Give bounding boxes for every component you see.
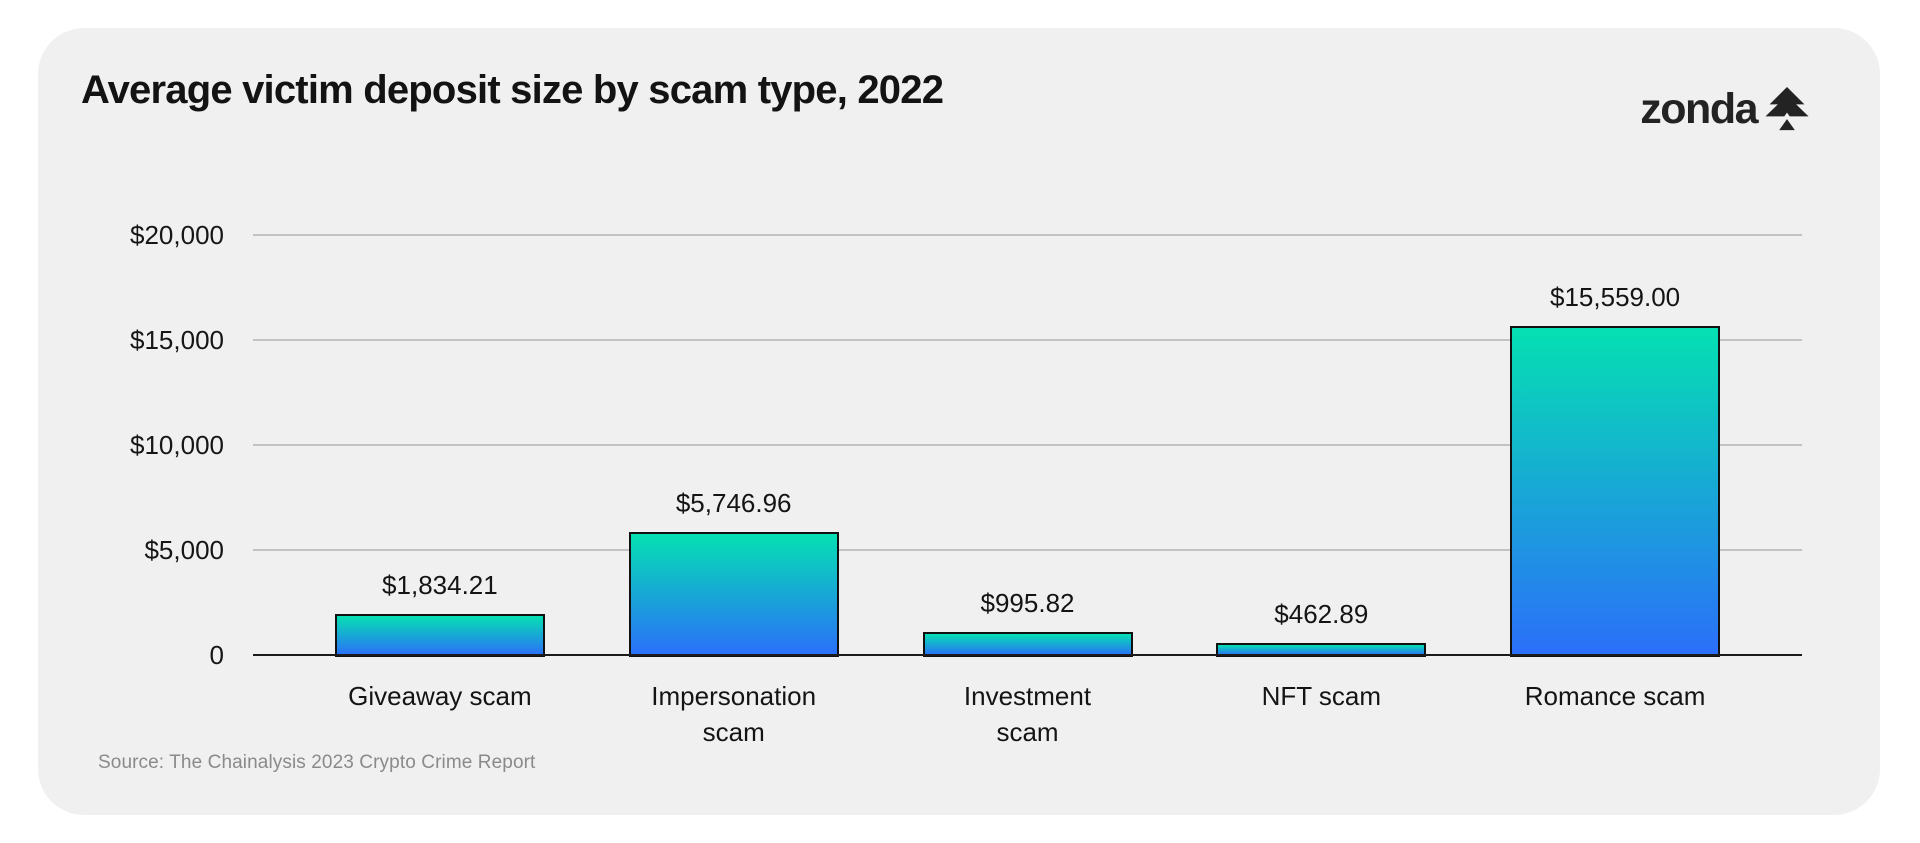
zonda-wordmark: zonda: [1640, 85, 1758, 133]
gridline: [253, 444, 1802, 446]
bar: [1216, 643, 1427, 657]
bar: [1510, 326, 1721, 657]
x-axis-category-label: NFT scam: [1261, 681, 1381, 711]
bar: [334, 614, 545, 657]
x-axis-category-label: Impersonation scam: [651, 681, 817, 747]
y-axis-tick-label: $10,000: [130, 430, 224, 460]
bar: [922, 632, 1133, 657]
bar-value-label: $1,834.21: [382, 570, 498, 600]
y-axis-tick-label: 0: [209, 640, 224, 670]
source-note: Source: The Chainalysis 2023 Crypto Crim…: [98, 752, 536, 773]
gridline: [253, 339, 1802, 341]
y-axis-tick-label: $20,000: [130, 220, 224, 250]
gridline: [253, 549, 1802, 551]
y-axis-tick-label: $15,000: [130, 325, 224, 355]
chart-card: Average victim deposit size by scam type…: [38, 28, 1880, 815]
bar-value-label: $5,746.96: [675, 488, 792, 518]
zonda-logo: zonda: [1640, 86, 1810, 132]
x-axis-category-label: Investment scam: [963, 681, 1092, 747]
x-axis-line: [253, 654, 1802, 656]
plot-area: 0 $5,000 $10,000 $15,000 $20,000 $1,834.21 Giv…: [38, 28, 1880, 815]
chart-title: Average victim deposit size by scam type…: [81, 68, 944, 112]
gridline: [253, 234, 1802, 236]
zonda-spade-icon: [1765, 87, 1809, 131]
bar-value-label: $995.82: [980, 588, 1075, 618]
bar-value-label: $462.89: [1274, 599, 1369, 629]
x-axis-category-label: Romance scam: [1524, 681, 1706, 711]
x-axis-category-label: Giveaway scam: [348, 681, 532, 711]
bar-value-label: $15,559.00: [1550, 282, 1681, 312]
bar: [628, 532, 839, 657]
y-axis-tick-label: $5,000: [144, 535, 224, 565]
